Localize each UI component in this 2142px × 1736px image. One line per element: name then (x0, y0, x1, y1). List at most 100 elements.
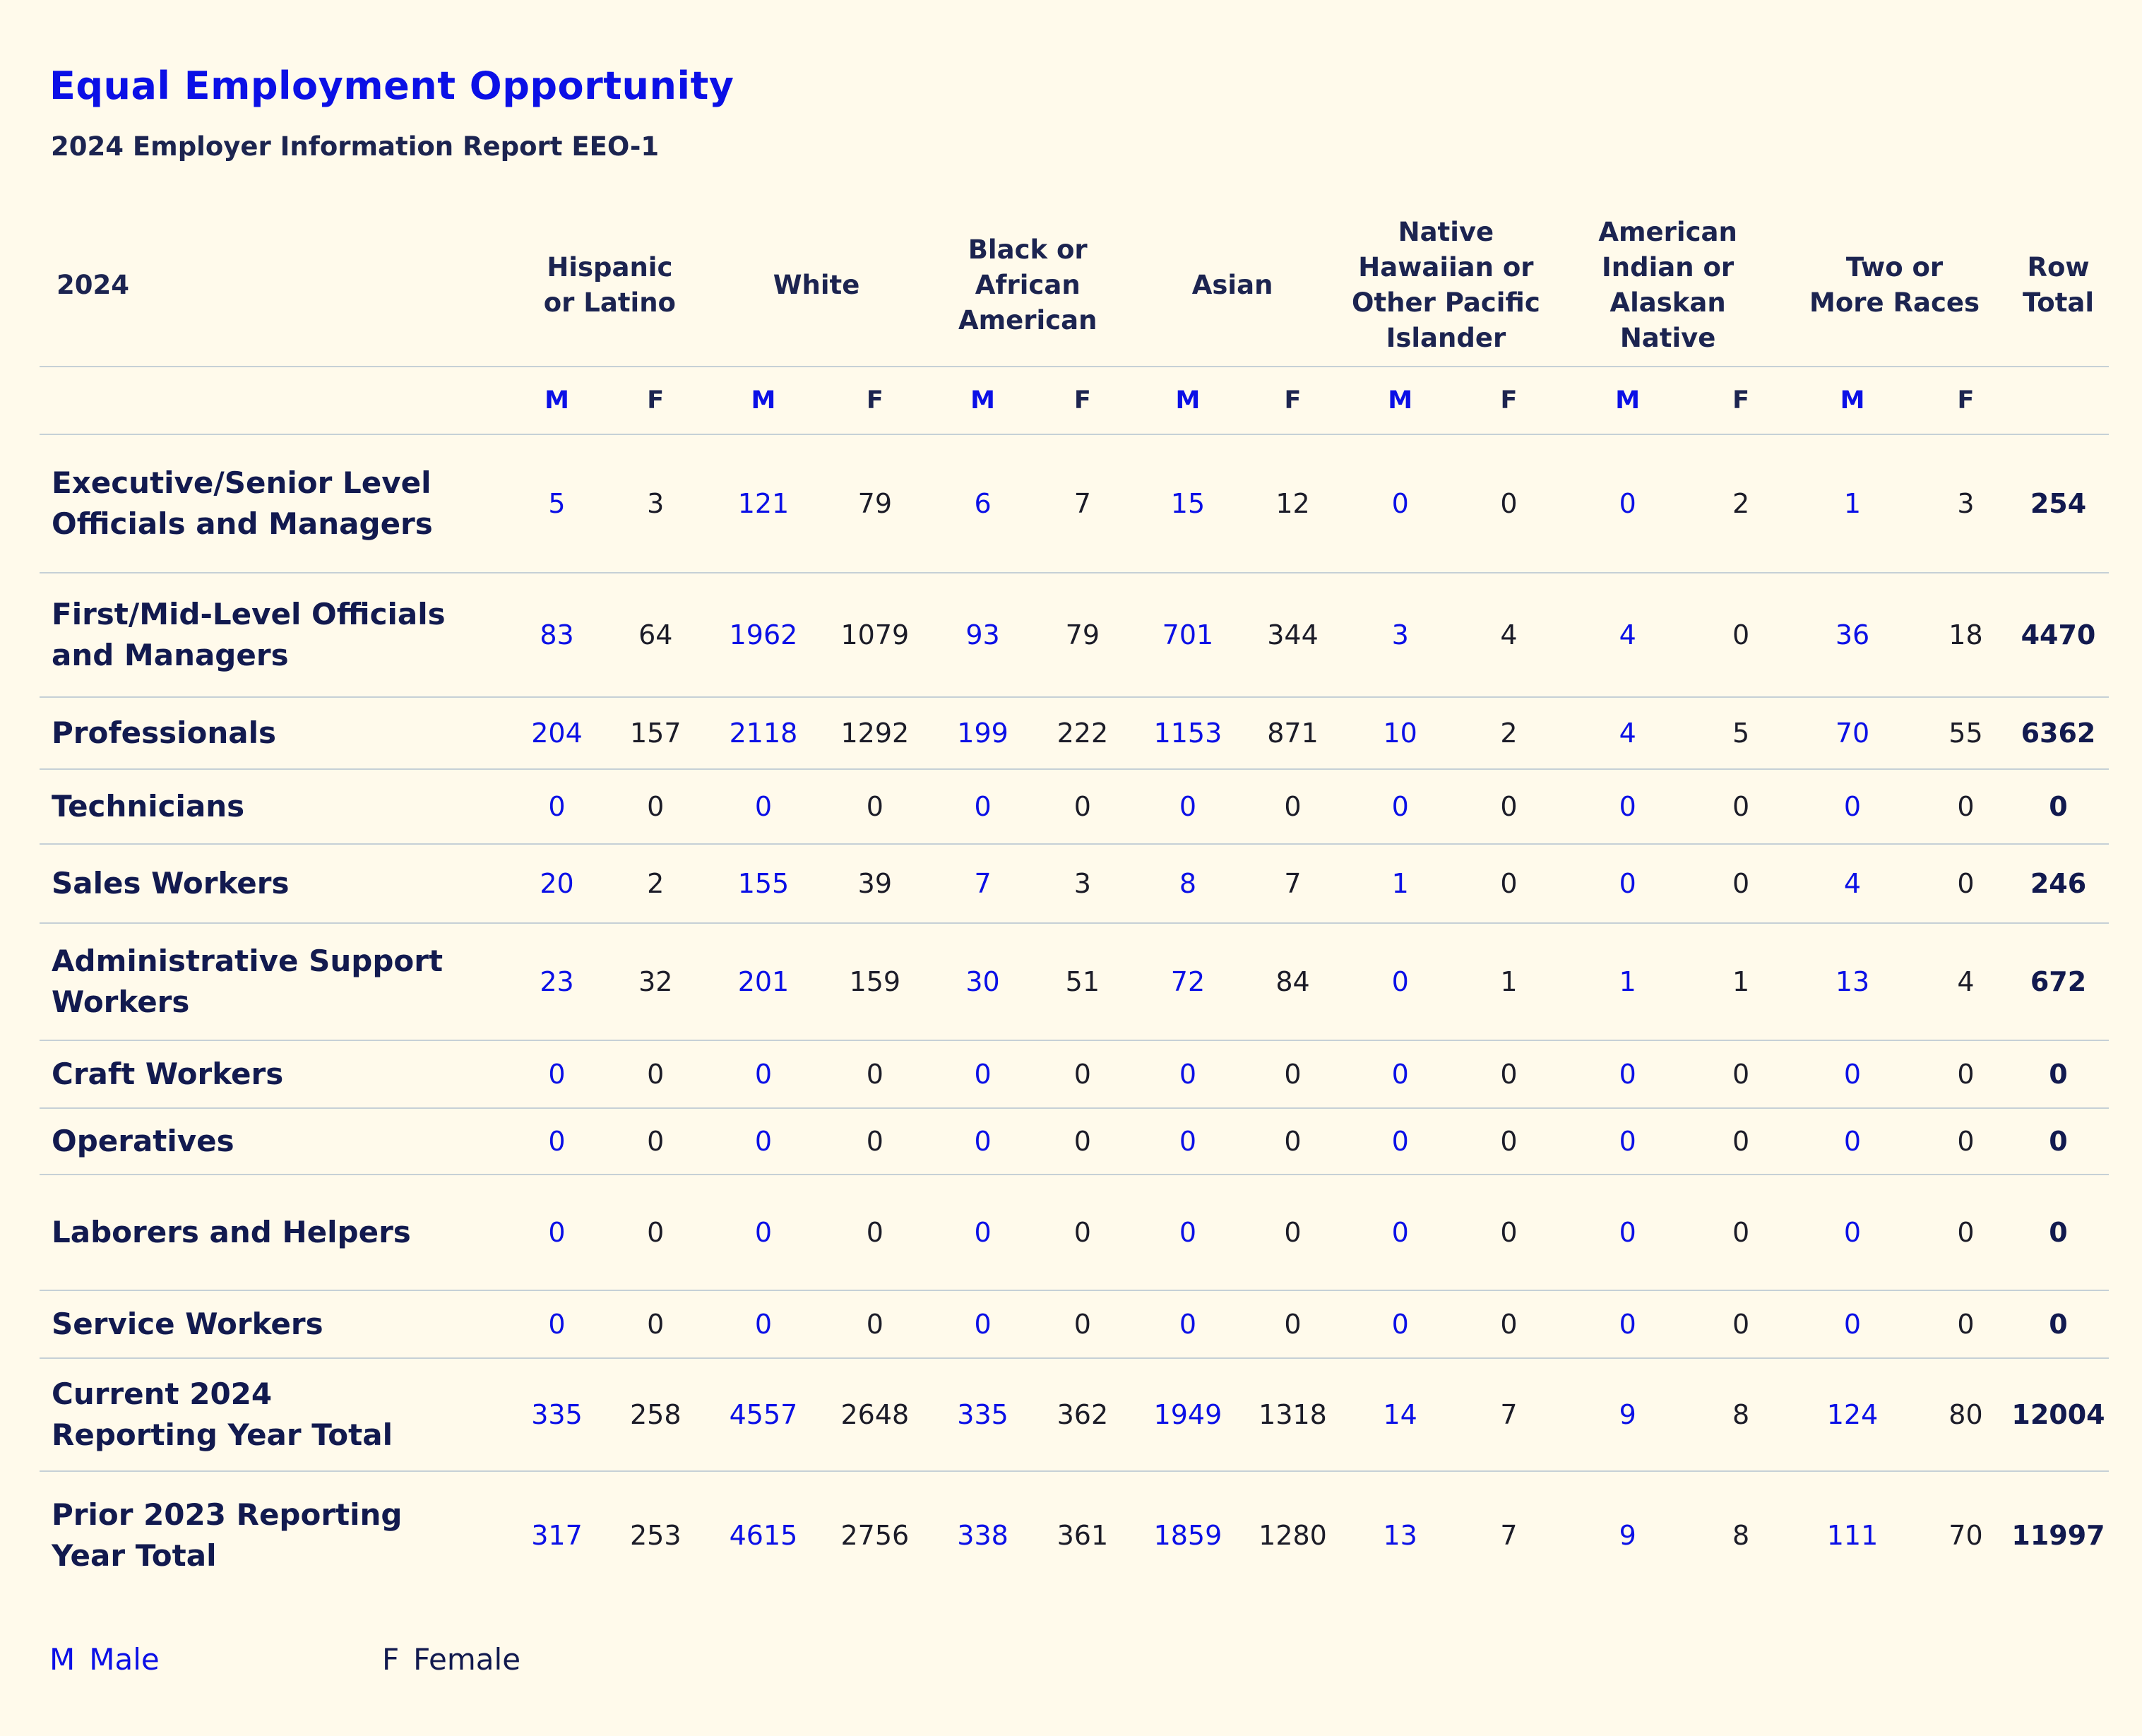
female-count-cell: 2 (606, 844, 706, 924)
female-count-cell: 7 (1463, 1358, 1555, 1472)
male-count-cell: 9 (1619, 1519, 1636, 1551)
female-count-cell: 0 (606, 769, 706, 845)
table-body: Executive/Senior Level Officials and Man… (40, 434, 2109, 1598)
male-header: M (705, 367, 822, 435)
male-count-cell: 0 (1554, 844, 1701, 924)
male-count-cell: 338 (957, 1519, 1008, 1551)
row-total-cell: 0 (2008, 1175, 2109, 1291)
female-count-cell: 18 (1923, 573, 2008, 698)
group-header-white: White (705, 205, 928, 367)
row-label: Laborers and Helpers (40, 1175, 508, 1291)
male-count-cell: 0 (1127, 1040, 1249, 1109)
female-count-cell: 0 (1248, 1175, 1338, 1291)
row-label: First/Mid-Level Officials and Managers (40, 573, 508, 698)
male-count-cell: 0 (1337, 434, 1463, 573)
female-count-cell: 2756 (840, 1519, 910, 1551)
male-count-cell: 93 (927, 573, 1038, 698)
female-header: F (821, 367, 928, 435)
row-label: Prior 2023 Reporting Year Total (52, 1497, 403, 1573)
table-row: Sales Workers 20 2 155 39 7 3 8 7 1 0 0 0 4 0 246 (40, 844, 2109, 924)
female-count-cell: 0 (1701, 844, 1782, 924)
female-count-cell: 159 (821, 923, 928, 1041)
female-count-cell: 362 (1037, 1358, 1128, 1472)
sex-header-blank (2008, 367, 2109, 435)
male-count-cell: 0 (1554, 1175, 1701, 1291)
male-count-cell: 121 (705, 434, 822, 573)
male-count-cell: 0 (1337, 1290, 1463, 1359)
male-count-cell: 0 (927, 1040, 1038, 1109)
male-count-cell: 0 (507, 1108, 607, 1175)
female-count-cell: 0 (1923, 1108, 2008, 1175)
table-row: Craft Workers 0 0 0 0 0 0 0 0 0 0 0 0 0 0 0 (40, 1040, 2109, 1109)
female-count-cell: 0 (1463, 434, 1555, 573)
female-header: F (1248, 367, 1338, 435)
female-count-cell: 0 (1923, 1290, 2008, 1359)
female-count-cell: 0 (1701, 1290, 1782, 1359)
male-header: M (1554, 367, 1701, 435)
female-count-cell: 7 (1037, 434, 1128, 573)
female-count-cell: 64 (606, 573, 706, 698)
female-count-cell: 222 (1037, 697, 1128, 770)
female-count-cell: 4 (1463, 573, 1555, 698)
female-count-cell: 0 (1037, 1290, 1128, 1359)
female-header: F (606, 367, 706, 435)
female-count-cell: 0 (1037, 1108, 1128, 1175)
page-subtitle: 2024 Employer Information Report EEO-1 (51, 131, 660, 162)
female-count-cell: 361 (1057, 1519, 1109, 1551)
female-count-cell: 0 (1248, 769, 1338, 845)
male-count-cell: 0 (1554, 1040, 1701, 1109)
row-label: Sales Workers (40, 844, 508, 924)
female-count-cell: 0 (1463, 769, 1555, 845)
male-count-cell: 15 (1127, 434, 1249, 573)
female-header: F (1037, 367, 1128, 435)
female-header: F (1923, 367, 2008, 435)
male-header: M (507, 367, 607, 435)
male-count-cell: 199 (927, 697, 1038, 770)
row-label: Executive/Senior Level Officials and Man… (40, 434, 508, 573)
female-count-cell: 0 (1463, 1175, 1555, 1291)
female-count-cell: 55 (1923, 697, 2008, 770)
female-count-cell: 80 (1923, 1358, 2008, 1472)
female-count-cell: 1 (1701, 923, 1782, 1041)
female-count-cell: 0 (606, 1175, 706, 1291)
female-count-cell: 0 (821, 769, 928, 845)
male-count-cell: 201 (705, 923, 822, 1041)
male-count-cell: 0 (1781, 1290, 1924, 1359)
female-count-cell: 3 (1037, 844, 1128, 924)
male-count-cell: 0 (1337, 1175, 1463, 1291)
eeo-table: 2024 Hispanic or Latino White Black or A… (40, 205, 2109, 1598)
male-count-cell: 70 (1781, 697, 1924, 770)
female-count-cell: 0 (1923, 1040, 2008, 1109)
female-header: F (1701, 367, 1782, 435)
male-count-cell: 1962 (705, 573, 822, 698)
male-count-cell: 155 (705, 844, 822, 924)
female-count-cell: 0 (1463, 1108, 1555, 1175)
legend-female-label: Female (413, 1642, 521, 1677)
female-count-cell: 8 (1732, 1519, 1750, 1551)
female-count-cell: 84 (1248, 923, 1338, 1041)
female-count-cell: 253 (629, 1519, 682, 1551)
male-count-cell: 4 (1554, 697, 1701, 770)
row-label: Current 2024 Reporting Year Total (40, 1358, 508, 1472)
row-total-cell: 0 (2008, 769, 2109, 845)
female-count-cell: 0 (1701, 573, 1782, 698)
male-count-cell: 10 (1337, 697, 1463, 770)
male-count-cell: 0 (1127, 1290, 1249, 1359)
female-count-cell: 32 (606, 923, 706, 1041)
female-count-cell: 8 (1701, 1358, 1782, 1472)
row-label: Craft Workers (40, 1040, 508, 1109)
row-label: Administrative Support Workers (40, 923, 508, 1041)
male-count-cell: 124 (1781, 1358, 1924, 1472)
male-count-cell: 0 (705, 1108, 822, 1175)
row-total-cell: 0 (2008, 1040, 2109, 1109)
row-total-cell: 254 (2008, 434, 2109, 573)
male-count-cell: 1 (1337, 844, 1463, 924)
female-count-cell: 0 (821, 1175, 928, 1291)
male-count-cell: 20 (507, 844, 607, 924)
male-count-cell: 0 (1127, 769, 1249, 845)
row-total-cell: 246 (2008, 844, 2109, 924)
female-count-cell: 1280 (1259, 1519, 1327, 1551)
female-count-cell: 79 (821, 434, 928, 573)
legend-male-code: M (49, 1642, 76, 1677)
female-count-cell: 7 (1248, 844, 1338, 924)
